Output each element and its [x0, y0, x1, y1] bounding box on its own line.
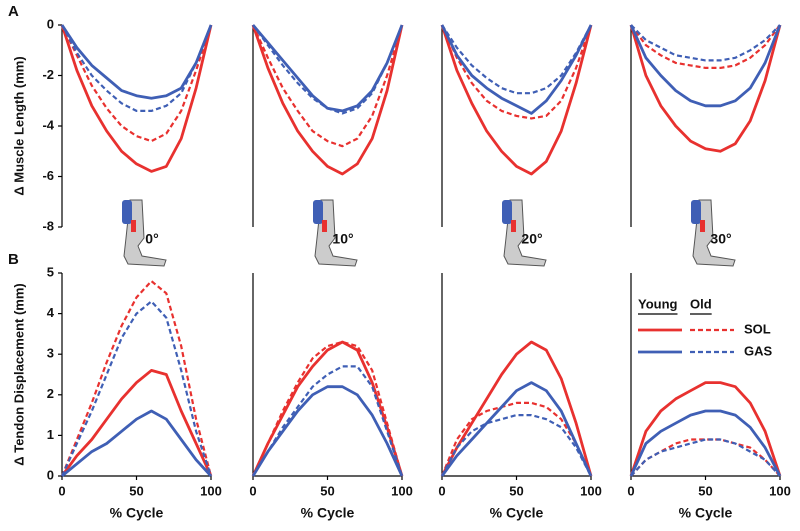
data-line — [630, 438, 781, 477]
data-line — [61, 24, 213, 112]
data-line — [252, 365, 404, 477]
x-tick-label: 100 — [769, 483, 791, 498]
leg-icon — [502, 199, 547, 267]
x-tick-label: 50 — [320, 483, 334, 498]
data-line — [251, 340, 404, 477]
x-tick-label: 100 — [200, 483, 222, 498]
data-line — [629, 409, 782, 477]
gastrocnemius — [502, 200, 512, 224]
leg-icon — [691, 199, 736, 267]
panel-label: A — [8, 3, 19, 20]
y-tick-label: 3 — [47, 346, 54, 361]
y-tick-label: -2 — [42, 67, 54, 82]
leg-shape — [503, 199, 547, 267]
legend-header: Old — [690, 296, 712, 311]
x-tick-label: 0 — [249, 483, 256, 498]
data-line — [440, 24, 593, 115]
angle-label: 30° — [710, 231, 731, 247]
y-axis-label: Δ Tendon Displacement (mm) — [11, 283, 26, 465]
data-line — [629, 381, 782, 477]
x-axis-label: % Cycle — [679, 505, 733, 521]
data-line — [440, 24, 593, 120]
data-line — [629, 24, 782, 153]
x-axis-label: % Cycle — [110, 505, 164, 521]
x-tick-label: 100 — [580, 483, 602, 498]
y-tick-label: 2 — [47, 386, 54, 401]
x-tick-label: 100 — [391, 483, 413, 498]
x-axis-label: % Cycle — [490, 505, 544, 521]
y-tick-label: 4 — [47, 305, 55, 320]
data-line — [252, 24, 404, 115]
y-tick-label: 0 — [47, 16, 54, 31]
data-line — [61, 24, 213, 143]
x-tick-label: 50 — [698, 483, 712, 498]
x-tick-label: 0 — [438, 483, 445, 498]
leg-shape — [123, 199, 167, 267]
data-line — [60, 369, 213, 477]
angle-label: 0° — [145, 231, 158, 247]
data-line — [60, 24, 213, 173]
soleus — [511, 220, 516, 232]
leg-shape — [314, 199, 358, 267]
legend-header: Young — [638, 296, 678, 311]
data-line — [630, 438, 781, 477]
leg-icon — [122, 199, 167, 267]
gastrocnemius — [691, 200, 701, 224]
y-tick-label: -4 — [42, 117, 54, 132]
data-line — [252, 340, 404, 477]
x-tick-label: 50 — [509, 483, 523, 498]
data-line — [60, 24, 213, 100]
gastrocnemius — [313, 200, 323, 224]
data-line — [61, 409, 213, 478]
data-line — [630, 24, 781, 62]
angle-label: 10° — [332, 231, 353, 247]
angle-label: 20° — [521, 231, 542, 247]
y-tick-label: 5 — [47, 264, 54, 279]
y-tick-label: -8 — [42, 218, 54, 233]
data-line — [61, 300, 213, 477]
x-tick-label: 0 — [58, 483, 65, 498]
x-axis-label: % Cycle — [301, 505, 355, 521]
data-line — [629, 24, 782, 108]
soleus — [322, 220, 327, 232]
data-line — [251, 385, 404, 477]
y-tick-label: -6 — [42, 168, 54, 183]
data-line — [630, 24, 781, 69]
data-line — [440, 381, 593, 477]
leg-icon — [313, 199, 358, 267]
soleus — [131, 220, 136, 232]
panel-label: B — [8, 251, 19, 268]
gastrocnemius — [122, 200, 132, 224]
legend-label: GAS — [744, 343, 773, 358]
data-line — [441, 24, 592, 95]
y-tick-label: 0 — [47, 467, 54, 482]
legend-label: SOL — [744, 321, 771, 336]
data-line — [440, 340, 593, 477]
x-tick-label: 0 — [627, 483, 634, 498]
data-line — [251, 24, 404, 176]
leg-shape — [692, 199, 736, 267]
soleus — [700, 220, 705, 232]
data-line — [60, 280, 213, 477]
x-tick-label: 50 — [129, 483, 143, 498]
data-line — [440, 24, 593, 176]
data-line — [251, 24, 404, 148]
data-line — [440, 401, 592, 477]
y-axis-label: Δ Muscle Length (mm) — [11, 56, 26, 195]
y-tick-label: 1 — [47, 427, 54, 442]
